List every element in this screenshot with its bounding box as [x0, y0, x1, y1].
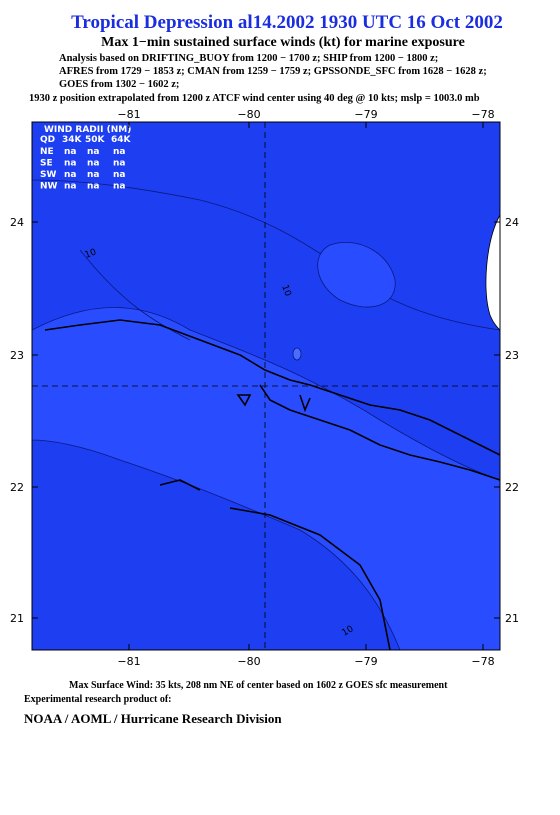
- subtitle: Max 1−min sustained surface winds (kt) f…: [101, 35, 465, 50]
- radii-cell: na: [87, 170, 99, 180]
- analysis-line: 1930 z position extrapolated from 1200 z…: [29, 93, 480, 104]
- contour: [292, 347, 302, 361]
- radii-cell: na: [87, 159, 99, 169]
- x-tick-label: −78: [471, 108, 494, 121]
- contour: [31, 179, 501, 331]
- radii-cell: SE: [40, 159, 53, 169]
- y-tick-label: 23: [505, 349, 519, 362]
- x-tick-label: −78: [471, 655, 494, 668]
- y-tick-label: 22: [10, 481, 24, 494]
- radii-cell: na: [113, 182, 125, 192]
- x-tick-label: −81: [117, 108, 140, 121]
- organization: NOAA / AOML / Hurricane Research Divisio…: [24, 711, 282, 726]
- analysis-line: AFRES from 1729 − 1853 z; CMAN from 1259…: [59, 66, 487, 77]
- x-tick-label: −80: [237, 108, 260, 121]
- y-tick-label: 21: [10, 612, 24, 625]
- x-tick-label: −81: [117, 655, 140, 668]
- radii-column: 50K: [85, 135, 106, 145]
- contour-label: 10: [279, 284, 292, 298]
- radii-cell: NE: [40, 147, 54, 157]
- y-tick-label: 21: [505, 612, 519, 625]
- radii-cell: na: [87, 182, 99, 192]
- analysis-line: GOES from 1302 − 1602 z;: [59, 79, 179, 90]
- radii-cell: na: [113, 170, 125, 180]
- y-tick-label: 23: [10, 349, 24, 362]
- radii-column: 34K: [62, 135, 83, 145]
- analysis-line: Analysis based on DRIFTING_BUOY from 120…: [59, 53, 438, 64]
- product-note: Experimental research product of:: [24, 694, 171, 705]
- title: Tropical Depression al14.2002 1930 UTC 1…: [71, 12, 503, 33]
- radii-cell: NW: [40, 182, 58, 192]
- radii-cell: na: [113, 147, 125, 157]
- max-wind: Max Surface Wind: 35 kts, 208 nm NE of c…: [69, 680, 448, 691]
- radii-cell: na: [64, 170, 76, 180]
- x-tick-label: −80: [237, 655, 260, 668]
- radii-cell: na: [113, 159, 125, 169]
- contour: [79, 249, 191, 341]
- y-tick-label: 22: [505, 481, 519, 494]
- radii-cell: na: [64, 159, 76, 169]
- y-tick-label: 24: [505, 216, 519, 229]
- radii-title: WIND RADII (NM): [44, 125, 131, 135]
- coastline: [44, 319, 501, 651]
- radii-cell: na: [64, 147, 76, 157]
- radii-cell: SW: [40, 170, 56, 180]
- contour-label: 10: [84, 247, 98, 260]
- radii-column: QD: [40, 135, 55, 145]
- x-tick-label: −79: [354, 655, 377, 668]
- radii-cell: na: [64, 182, 76, 192]
- radii-cell: na: [87, 147, 99, 157]
- y-tick-label: 24: [10, 216, 24, 229]
- x-tick-label: −79: [354, 108, 377, 121]
- contour: [317, 242, 396, 308]
- axes: −81 −81 −80 −80 −79 −79 −78 −78 24 24 23 23 22 22 21 21: [10, 108, 519, 668]
- radii-column: 64K: [111, 135, 132, 145]
- map-frame: [31, 121, 501, 651]
- no-data: [485, 213, 501, 331]
